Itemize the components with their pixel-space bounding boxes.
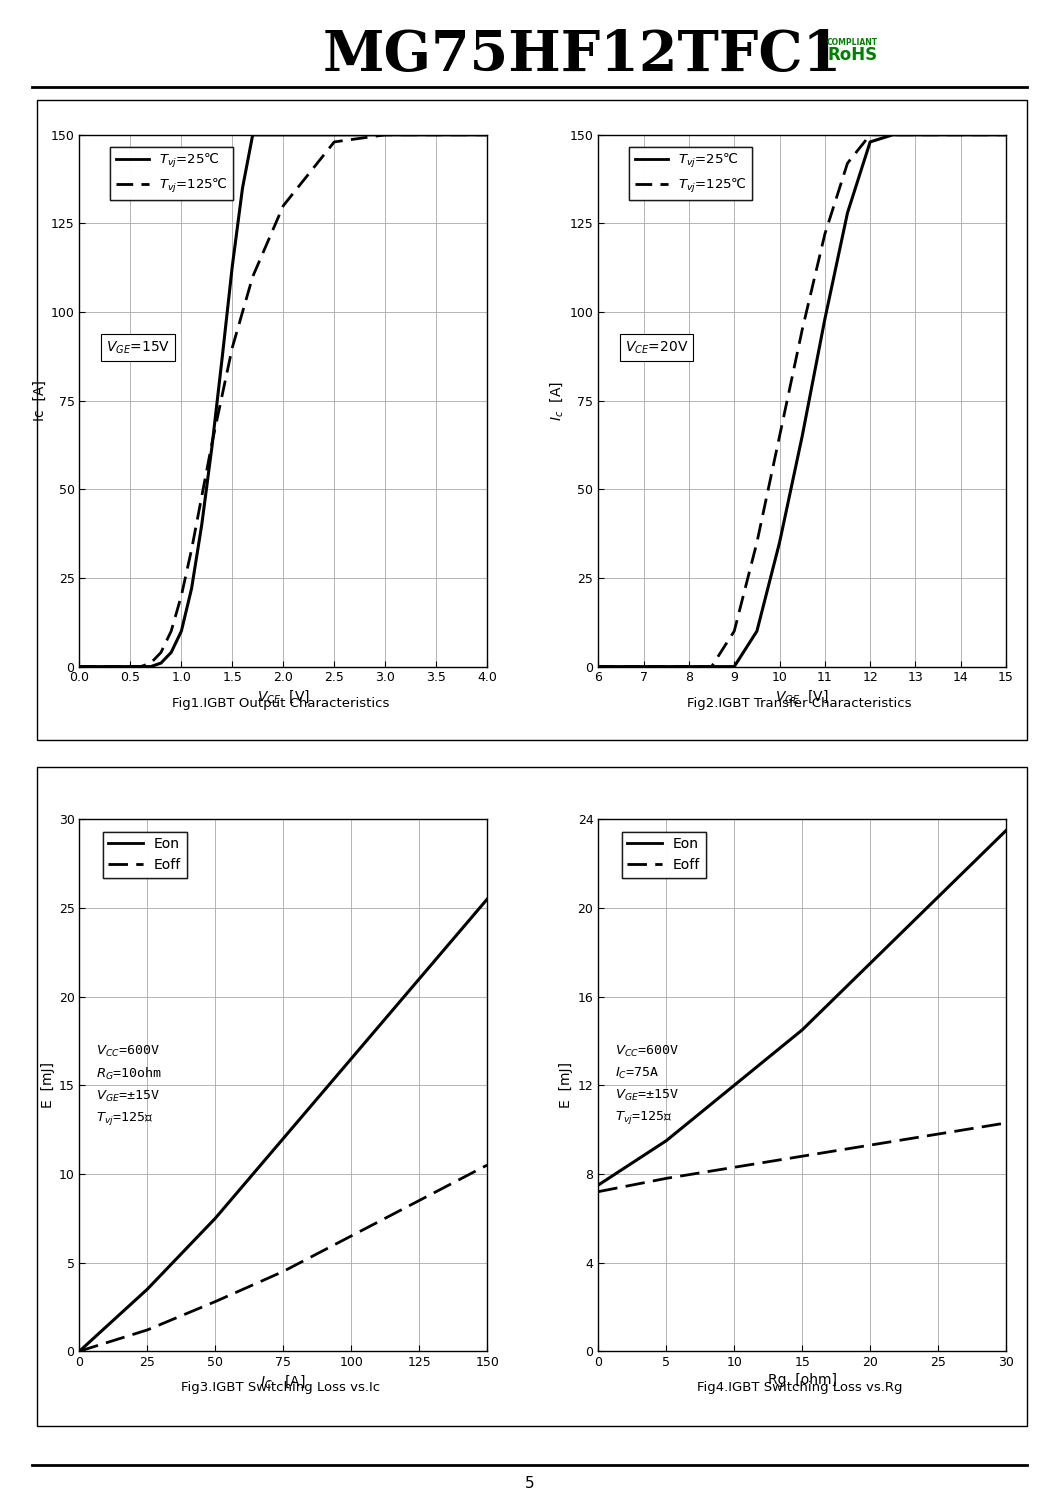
Y-axis label: $I_c$  [A]: $I_c$ [A]	[549, 380, 566, 421]
Text: RoHS: RoHS	[827, 45, 878, 64]
Text: Fig4.IGBT Switching Loss vs.Rg: Fig4.IGBT Switching Loss vs.Rg	[697, 1381, 902, 1395]
Text: Fig3.IGBT Switching Loss vs.Ic: Fig3.IGBT Switching Loss vs.Ic	[181, 1381, 380, 1395]
Text: 5: 5	[524, 1476, 535, 1491]
Text: COMPLIANT: COMPLIANT	[827, 37, 878, 48]
X-axis label: $V_{GE}$  [V]: $V_{GE}$ [V]	[775, 689, 829, 706]
Text: $V_{CE}$=20V: $V_{CE}$=20V	[625, 340, 688, 355]
Legend: Eon, Eoff: Eon, Eoff	[103, 831, 186, 878]
Text: $V_{CC}$=600V
$I_C$=75A
$V_{GE}$=±15V
$T_{vj}$=125℃: $V_{CC}$=600V $I_C$=75A $V_{GE}$=±15V $T…	[614, 1044, 679, 1126]
Legend: Eon, Eoff: Eon, Eoff	[622, 831, 705, 878]
X-axis label: Rg  [ohm]: Rg [ohm]	[768, 1374, 837, 1387]
Y-axis label: E  [mJ]: E [mJ]	[40, 1062, 54, 1109]
Text: Fig2.IGBT Transfer Characteristics: Fig2.IGBT Transfer Characteristics	[687, 697, 912, 710]
Text: $V_{CC}$=600V
$R_G$=10ohm
$V_{GE}$=±15V
$T_{vj}$=125℃: $V_{CC}$=600V $R_G$=10ohm $V_{GE}$=±15V …	[95, 1044, 162, 1126]
X-axis label: $I_C$   [A]: $I_C$ [A]	[261, 1374, 306, 1390]
Legend: $T_{vj}$=25℃, $T_{vj}$=125℃: $T_{vj}$=25℃, $T_{vj}$=125℃	[629, 147, 752, 199]
Y-axis label: E  [mJ]: E [mJ]	[559, 1062, 573, 1109]
Y-axis label: Ic  [A]: Ic [A]	[33, 380, 47, 421]
Text: Fig1.IGBT Output Characteristics: Fig1.IGBT Output Characteristics	[172, 697, 390, 710]
Text: MG75HF12TFC1: MG75HF12TFC1	[323, 28, 842, 82]
Legend: $T_{vj}$=25℃, $T_{vj}$=125℃: $T_{vj}$=25℃, $T_{vj}$=125℃	[110, 147, 233, 199]
Text: $V_{GE}$=15V: $V_{GE}$=15V	[106, 340, 170, 355]
X-axis label: $V_{CE}$  [V]: $V_{CE}$ [V]	[257, 689, 309, 706]
